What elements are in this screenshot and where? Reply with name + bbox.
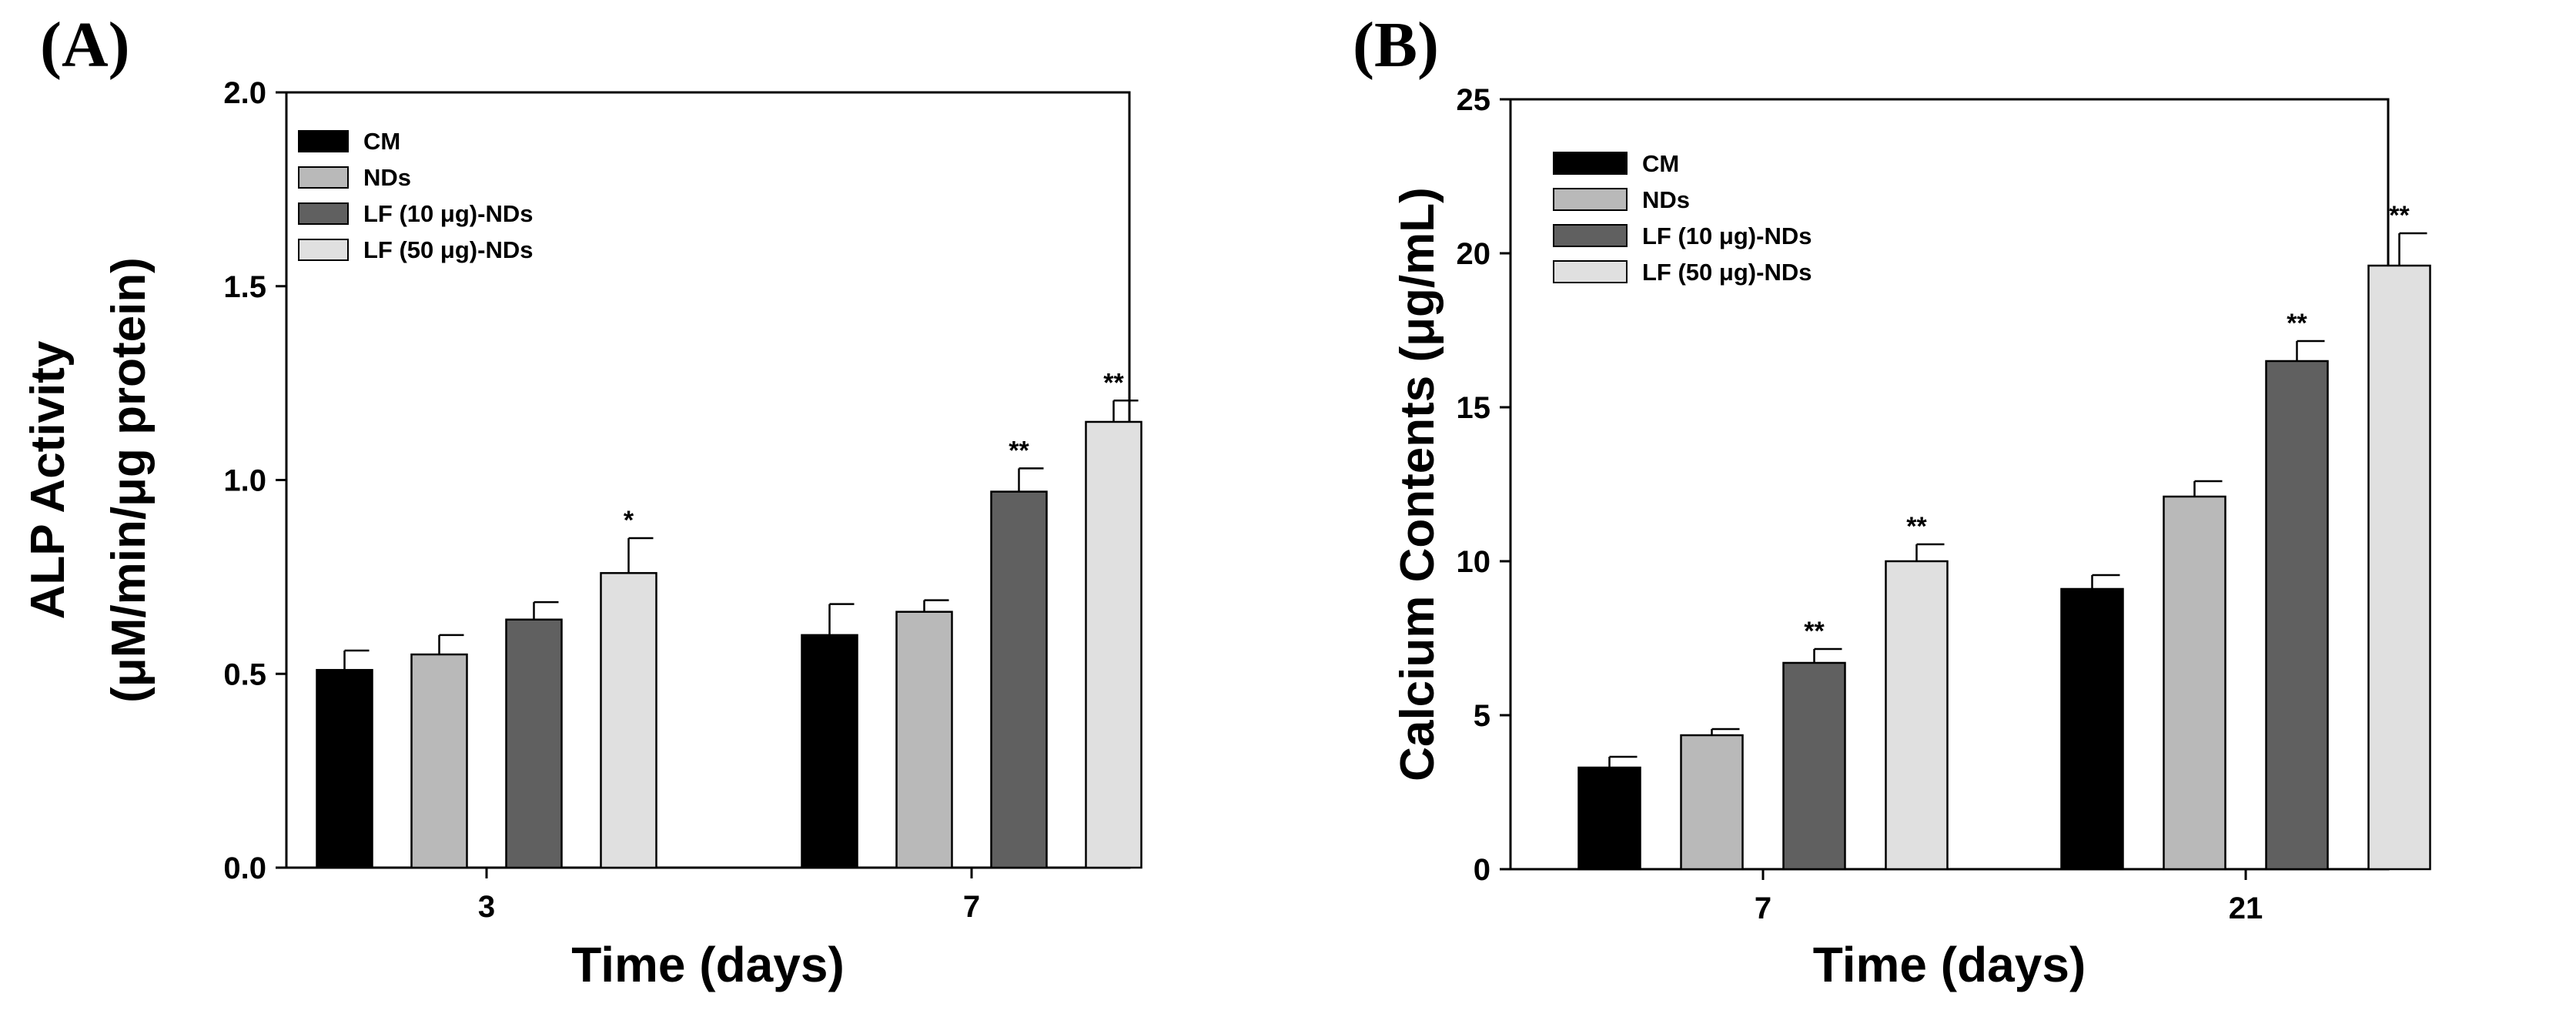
legend-swatch [1553, 224, 1628, 247]
x-axis-title: Time (days) [1813, 937, 2086, 992]
significance-marker: ** [1804, 617, 1825, 646]
legend-label: LF (10 μg)-NDs [1642, 222, 1812, 249]
panel-label: (B) [1353, 9, 1439, 81]
significance-marker: ** [1906, 512, 1927, 541]
y-tick-label: 0.5 [223, 657, 266, 691]
legend-swatch [1553, 152, 1628, 175]
y-tick-label: 25 [1457, 83, 1491, 117]
bar [1680, 734, 1744, 871]
legend-swatch [298, 166, 349, 189]
y-tick-label: 20 [1457, 237, 1491, 271]
significance-marker: ** [2389, 201, 2410, 230]
bar [2163, 495, 2226, 871]
legend-label: LF (50 μg)-NDs [1642, 259, 1812, 286]
significance-marker: * [624, 506, 634, 535]
legend-swatch [298, 130, 349, 152]
x-tick-label: 3 [478, 890, 495, 924]
y-tick-label: 5 [1474, 699, 1490, 733]
legend-label: NDs [1642, 186, 1690, 213]
bar [316, 668, 373, 869]
bar [410, 653, 468, 869]
significance-marker: ** [1009, 436, 1029, 465]
bar [2367, 264, 2431, 871]
y-tick-label: 0.0 [223, 851, 266, 885]
bar [2265, 360, 2329, 871]
significance-marker: ** [1103, 368, 1124, 397]
legend-label: NDs [363, 164, 411, 191]
bar [2060, 587, 2124, 871]
bar [801, 634, 858, 869]
y-tick-label: 0 [1474, 853, 1490, 887]
bar [1782, 661, 1846, 871]
x-tick-label: 7 [963, 890, 980, 924]
panel-b: (B) 0 5 10 15 20 25 7 21 ** ** ** ** CM NDs LF (10 μg)-… [1353, 9, 2431, 992]
legend-swatch [1553, 260, 1628, 283]
legend-label: LF (50 μg)-NDs [363, 236, 533, 263]
panel-label: (A) [40, 9, 130, 81]
bar [990, 490, 1048, 869]
bar [505, 618, 563, 869]
y-axis-title-line2: (μM/min/μg protein) [102, 257, 156, 703]
legend-swatch [298, 202, 349, 225]
bar [1885, 560, 1949, 871]
x-tick-label: 7 [1755, 892, 1771, 925]
bar [600, 572, 657, 869]
plot-frame [1509, 98, 2390, 871]
x-tick-label: 21 [2229, 892, 2263, 925]
y-tick-label: 1.0 [223, 464, 266, 498]
legend-label: LF (10 μg)-NDs [363, 200, 533, 227]
y-axis-title: ALP Activity [22, 340, 75, 619]
legend-label: CM [1642, 150, 1679, 177]
y-tick-label: 15 [1457, 391, 1491, 425]
significance-marker: ** [2287, 309, 2307, 338]
bar [1577, 766, 1641, 871]
bar [1085, 420, 1142, 869]
y-tick-label: 1.5 [223, 270, 266, 304]
legend-label: CM [363, 128, 400, 155]
legend-swatch [298, 239, 349, 261]
y-tick-label: 10 [1457, 545, 1491, 579]
bar [895, 611, 953, 869]
legend-swatch [1553, 188, 1628, 211]
y-tick-label: 2.0 [223, 76, 266, 110]
y-axis-title: Calcium Contents (μg/mL) [1391, 187, 1444, 781]
x-axis-title: Time (days) [571, 937, 845, 992]
